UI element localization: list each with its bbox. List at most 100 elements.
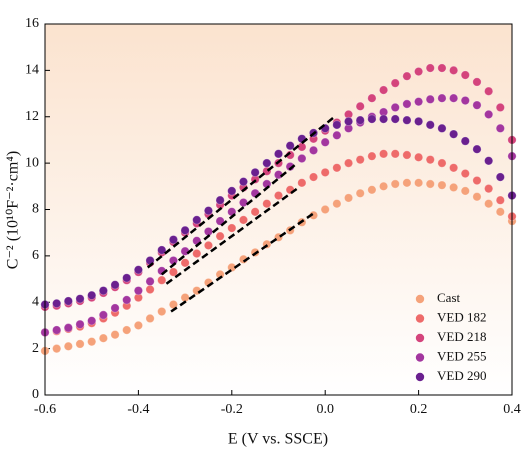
- data-point: [75, 319, 85, 329]
- data-point: [484, 156, 494, 166]
- data-point: [297, 153, 307, 164]
- legend-label: Cast: [437, 290, 461, 305]
- x-tick-label: 0.0: [316, 402, 334, 417]
- data-point: [495, 172, 505, 182]
- data-point: [168, 267, 179, 277]
- data-point: [320, 204, 330, 215]
- data-point: [402, 99, 412, 109]
- y-axis-label: C⁻² (10¹⁰F⁻²·cm⁴): [5, 151, 22, 269]
- data-point: [378, 149, 389, 159]
- data-point: [355, 188, 365, 198]
- data-point: [484, 86, 494, 96]
- data-point: [378, 85, 389, 95]
- y-tick-label: 12: [25, 109, 39, 124]
- data-point: [495, 207, 505, 217]
- legend-marker: [415, 294, 425, 304]
- data-point: [367, 93, 377, 103]
- x-axis-label: E (V vs. SSCE): [228, 431, 328, 448]
- legend-label: VED 182: [437, 309, 486, 324]
- data-point: [449, 93, 459, 103]
- data-point: [332, 163, 342, 173]
- fit-line: [146, 115, 336, 269]
- data-point: [63, 296, 73, 306]
- data-point: [87, 337, 97, 347]
- data-point: [343, 158, 354, 168]
- legend-marker: [415, 333, 425, 343]
- data-point: [425, 155, 435, 165]
- data-point: [425, 63, 435, 73]
- data-point: [355, 101, 365, 111]
- data-point: [495, 102, 505, 113]
- data-point: [122, 295, 132, 305]
- data-point: [437, 180, 447, 190]
- data-point: [484, 184, 494, 194]
- data-point: [110, 330, 120, 340]
- data-point: [402, 115, 412, 125]
- data-point: [238, 177, 249, 187]
- data-point: [63, 341, 73, 351]
- legend-marker: [415, 353, 425, 362]
- data-point: [215, 195, 225, 205]
- plot-background: [45, 24, 512, 395]
- data-point: [273, 190, 284, 201]
- data-point: [437, 63, 447, 73]
- data-point: [472, 100, 482, 110]
- data-point: [87, 290, 97, 300]
- data-point: [449, 129, 459, 139]
- data-point: [343, 193, 354, 203]
- data-point: [145, 284, 155, 295]
- data-point: [320, 167, 330, 177]
- data-point: [390, 114, 400, 124]
- data-point: [250, 207, 260, 217]
- data-point: [145, 313, 155, 324]
- data-point: [449, 182, 459, 193]
- data-point: [425, 94, 435, 104]
- data-point: [332, 130, 342, 140]
- data-point: [484, 199, 494, 209]
- data-point: [75, 294, 85, 304]
- data-point: [390, 179, 400, 189]
- data-point: [437, 123, 447, 133]
- data-point: [192, 215, 202, 225]
- x-tick-label: 0.2: [410, 402, 428, 417]
- data-point: [203, 240, 214, 251]
- data-point: [98, 310, 108, 320]
- y-tick-label: 4: [32, 294, 39, 309]
- legend-label: VED 290: [437, 368, 486, 383]
- data-point: [215, 231, 225, 241]
- legend-label: VED 255: [437, 348, 486, 363]
- data-point: [98, 286, 108, 296]
- data-point: [308, 145, 319, 155]
- data-point: [449, 163, 459, 173]
- fit-line: [165, 187, 298, 285]
- data-point: [332, 120, 342, 130]
- y-tick-label: 6: [32, 248, 39, 263]
- data-point: [390, 102, 400, 113]
- data-point: [437, 93, 447, 103]
- data-point: [460, 70, 470, 80]
- data-point: [157, 245, 167, 255]
- data-point: [133, 265, 143, 275]
- data-point: [168, 235, 179, 245]
- data-point: [402, 150, 412, 160]
- data-point: [413, 178, 424, 188]
- data-point: [472, 77, 482, 87]
- x-tick-label: -0.2: [221, 402, 243, 417]
- data-point: [238, 215, 249, 225]
- data-point: [133, 286, 143, 296]
- data-point: [495, 123, 505, 133]
- y-tick-label: 16: [25, 16, 39, 31]
- data-point: [425, 179, 435, 189]
- data-point: [367, 151, 377, 161]
- data-point: [227, 223, 237, 233]
- legend-marker: [415, 372, 425, 382]
- x-tick-label: -0.4: [127, 402, 149, 417]
- data-point: [122, 325, 132, 335]
- data-point: [472, 192, 482, 202]
- data-point: [262, 199, 272, 209]
- data-point: [355, 155, 365, 165]
- data-point: [133, 320, 143, 331]
- data-point: [355, 115, 365, 125]
- data-point: [238, 197, 249, 208]
- data-point: [332, 199, 342, 209]
